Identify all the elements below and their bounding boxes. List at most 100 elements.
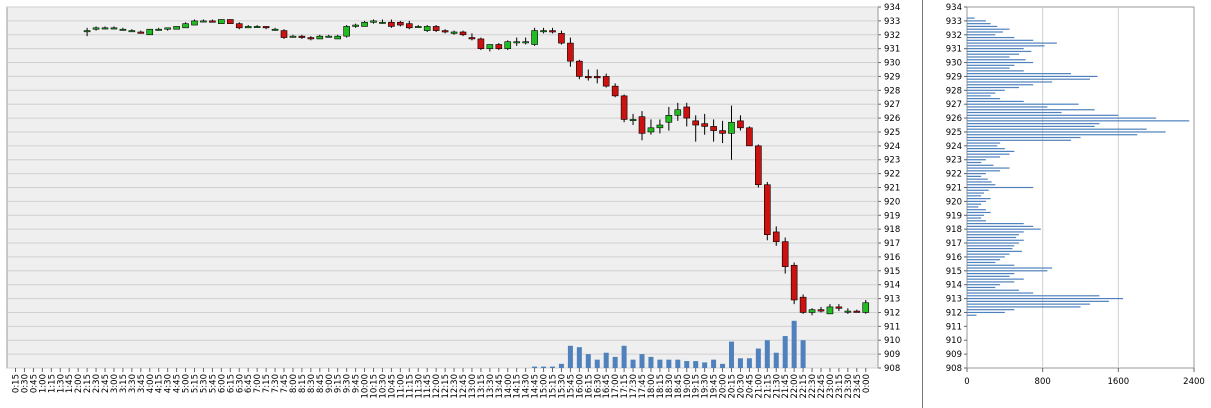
candle-body: [182, 23, 189, 29]
candle-body: [495, 44, 503, 49]
candle-body: [110, 27, 118, 30]
profile-bar: [967, 134, 1138, 136]
x-tick-label: 2:00: [74, 374, 84, 393]
profile-bar: [967, 223, 1024, 225]
candle-body: [683, 106, 691, 119]
x-tick-label: 14:15: [513, 374, 523, 399]
profile-bar: [967, 48, 1024, 50]
x-tick-label: 20:00: [719, 374, 729, 399]
x-tick-label: 22:00: [790, 374, 800, 399]
x-tick-label: 5:45: [208, 374, 218, 393]
x-tick-label: 17:30: [629, 374, 639, 399]
x-tick-label: 1:00: [38, 374, 48, 393]
y-tick-label: 933: [884, 17, 900, 27]
volume-bar: [550, 366, 555, 368]
volume-bar: [541, 366, 547, 368]
profile-bar: [967, 300, 1109, 302]
volume-bar: [567, 345, 573, 368]
profile-bar: [967, 89, 1005, 91]
profile-bar: [967, 211, 991, 214]
y-tick-label: 920: [884, 197, 900, 207]
candle-body: [763, 184, 771, 236]
profile-bar: [967, 164, 994, 166]
x-tick-label: 9:45: [352, 374, 362, 393]
profile-bar: [967, 292, 1034, 294]
profile-bar: [967, 259, 1001, 261]
x-tick-label: 16:30: [593, 374, 603, 399]
profile-bar: [967, 186, 1034, 189]
candle-body: [647, 127, 655, 133]
profile-bar: [967, 209, 986, 211]
profile-y-tick-label: 918: [946, 225, 962, 235]
volume-profile-chart: 908 909 910 911 912 913 914 915 916 917 918 919 920 9…: [946, 3, 1205, 387]
profile-bar: [967, 278, 1024, 280]
x-tick-label: 11:15: [405, 374, 415, 399]
x-tick-label: 19:45: [710, 374, 720, 399]
profile-y-tick-label: 910: [946, 336, 962, 346]
profile-bar: [967, 245, 1015, 247]
x-tick-label: 9:30: [343, 374, 353, 393]
x-tick-label: 10:45: [387, 374, 397, 399]
profile-bar: [967, 206, 979, 208]
candle-body: [379, 21, 386, 24]
x-tick-label: 1:45: [65, 374, 75, 393]
candle-body: [790, 264, 798, 301]
profile-bar: [967, 20, 986, 22]
x-tick-label: 11:00: [396, 374, 406, 399]
profile-bar: [967, 198, 991, 200]
candle-body: [352, 24, 359, 27]
candle-body: [280, 30, 288, 38]
candle-body: [531, 30, 538, 45]
candle-body: [602, 76, 610, 87]
y-tick-label: 921: [884, 184, 900, 194]
x-tick-label: 4:15: [155, 374, 165, 393]
candle-body: [558, 33, 565, 44]
candle-body: [710, 126, 717, 131]
profile-bar: [967, 306, 1081, 308]
candle-body: [781, 241, 789, 267]
profile-bar: [967, 45, 1045, 47]
candle-body: [772, 231, 780, 242]
x-tick-label: 5:15: [191, 374, 201, 393]
candle-body: [576, 60, 583, 77]
volume-bar: [773, 352, 779, 368]
profile-bar: [967, 70, 1024, 72]
profile-y-tick-label: 908: [946, 364, 962, 374]
x-tick-label: 10:15: [370, 374, 380, 399]
profile-bar: [967, 142, 1001, 144]
candle-body: [173, 26, 180, 30]
volume-bar: [720, 363, 726, 368]
profile-bar: [967, 159, 986, 161]
y-tick-label: 916: [884, 253, 900, 263]
profile-bar: [967, 192, 985, 194]
volume-bar: [711, 359, 717, 368]
candle-body: [316, 35, 324, 40]
y-tick-label: 911: [884, 322, 900, 332]
profile-y-tick-label: 917: [946, 239, 962, 249]
y-tick-label: 915: [884, 267, 900, 277]
x-tick-label: 14:30: [522, 374, 532, 399]
candle-body: [235, 23, 243, 29]
candle-body: [701, 123, 708, 127]
volume-bar: [603, 352, 609, 368]
x-tick-label: 20:45: [745, 374, 755, 399]
profile-bar: [967, 28, 1010, 30]
x-tick-label: 4:30: [164, 374, 174, 393]
volume-bar: [746, 358, 752, 368]
profile-bar: [967, 148, 1005, 150]
profile-bar: [967, 275, 1010, 277]
profile-y-tick-label: 925: [946, 128, 962, 138]
candle-body: [522, 41, 529, 44]
candle-body: [826, 306, 834, 315]
x-tick-label: 13:00: [468, 374, 478, 399]
profile-bar: [967, 272, 1015, 275]
x-tick-label: 7:45: [280, 374, 290, 393]
volume-bar: [693, 361, 699, 368]
candle-body: [289, 35, 297, 38]
x-tick-label: 22:45: [817, 374, 827, 399]
profile-bar: [967, 92, 996, 94]
profile-bar: [967, 256, 1005, 258]
y-tick-label: 917: [884, 239, 900, 249]
profile-bar: [967, 303, 1090, 305]
profile-bar: [967, 31, 1003, 33]
